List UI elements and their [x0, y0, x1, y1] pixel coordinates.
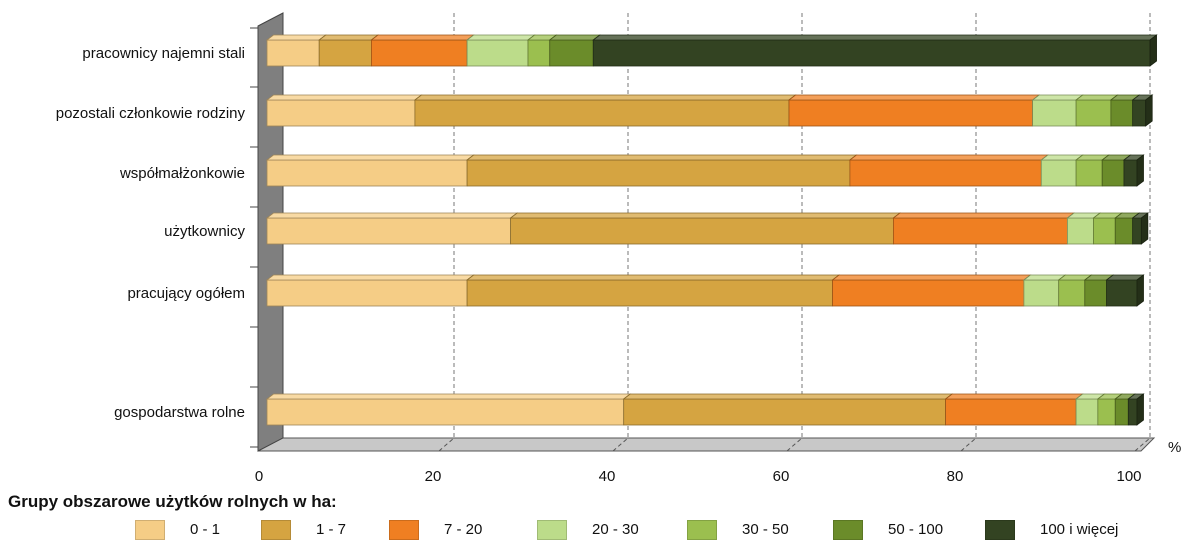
- legend-title: Grupy obszarowe użytków rolnych w ha:: [8, 492, 337, 511]
- bar-segment: [1040, 154, 1084, 187]
- x-tick-label: 100: [1116, 468, 1141, 485]
- bar-segment: [370, 34, 475, 67]
- bar-segment: [1074, 94, 1119, 127]
- bar-segment: [831, 274, 1032, 307]
- bar-segment: [944, 393, 1084, 426]
- legend-swatch: [537, 520, 567, 540]
- bar-segment: [1122, 154, 1145, 187]
- bar-segment: [1101, 154, 1132, 187]
- bar-segment: [318, 34, 380, 67]
- category-label: pozostali członkowie rodziny: [56, 105, 246, 122]
- legend-label: 1 - 7: [316, 521, 347, 538]
- bar-segment: [1074, 393, 1106, 426]
- legend-swatch: [687, 520, 717, 540]
- legend-swatch: [261, 520, 291, 540]
- bar-segment: [1096, 393, 1123, 426]
- bar-segment: [892, 212, 1076, 245]
- bar-segment: [465, 34, 536, 67]
- bar-segment: [1131, 94, 1154, 127]
- bar-segment: [265, 154, 475, 187]
- bar-segment: [413, 94, 797, 127]
- bar-segment: [1109, 94, 1141, 127]
- bar-segment: [265, 212, 519, 245]
- bar-segment: [526, 34, 558, 67]
- labels-layer: pracownicy najemni stali pozostali członk…: [56, 45, 1182, 485]
- legend-swatch: [135, 520, 165, 540]
- category-label: użytkownicy: [164, 223, 245, 240]
- chart-floor: [257, 437, 1156, 452]
- bars-layer: [265, 34, 1158, 426]
- bar-segment: [465, 154, 858, 187]
- grid-floor-line: [786, 437, 803, 452]
- x-tick-label: 0: [255, 468, 263, 485]
- bar-segment: [592, 34, 1158, 67]
- bar-segment: [548, 34, 601, 67]
- bar-segment: [1127, 393, 1145, 426]
- legend-label: 30 - 50: [742, 521, 789, 538]
- bar-segment: [1066, 212, 1102, 245]
- bar-segment: [848, 154, 1049, 187]
- bar-segment: [622, 393, 954, 426]
- legend-swatch: [833, 520, 863, 540]
- grid-floor-line: [1134, 437, 1151, 452]
- x-tick-label: 60: [773, 468, 790, 485]
- x-tick-label: 20: [425, 468, 442, 485]
- bar-segment: [1057, 274, 1093, 307]
- legend-label: 7 - 20: [444, 521, 483, 538]
- bar-segment: [265, 393, 632, 426]
- grid-floor-line: [612, 437, 629, 452]
- legend-swatch: [985, 520, 1015, 540]
- bar-segment: [265, 94, 423, 127]
- category-label: pracownicy najemni stali: [82, 45, 245, 62]
- grid-floor-line: [438, 437, 455, 452]
- category-label: współmałżonkowie: [119, 165, 245, 182]
- grid-floor-line: [960, 437, 977, 452]
- legend-label: 50 - 100: [888, 521, 944, 538]
- bar-segment: [265, 274, 475, 307]
- bar-segment: [265, 34, 327, 67]
- x-unit-label: %: [1168, 439, 1181, 456]
- category-label: pracujący ogółem: [127, 285, 245, 302]
- legend: 0 - 1 1 - 7 7 - 20 20 - 30 30 - 50 50 - 100 10…: [0, 518, 1184, 542]
- bar-segment: [1031, 94, 1084, 127]
- legend-label: 20 - 30: [592, 521, 639, 538]
- bar-segment: [465, 274, 841, 307]
- x-tick-label: 40: [599, 468, 616, 485]
- bar-segment: [787, 94, 1041, 127]
- bar-segment: [509, 212, 902, 245]
- legend-swatch: [389, 520, 419, 540]
- legend-label: 0 - 1: [190, 521, 221, 538]
- category-label: gospodarstwa rolne: [114, 404, 245, 421]
- bar-segment: [1114, 212, 1141, 245]
- legend-label: 100 i więcej: [1040, 521, 1119, 538]
- bar-segment: [1131, 212, 1150, 245]
- x-tick-label: 80: [947, 468, 964, 485]
- bar-segment: [1105, 274, 1145, 307]
